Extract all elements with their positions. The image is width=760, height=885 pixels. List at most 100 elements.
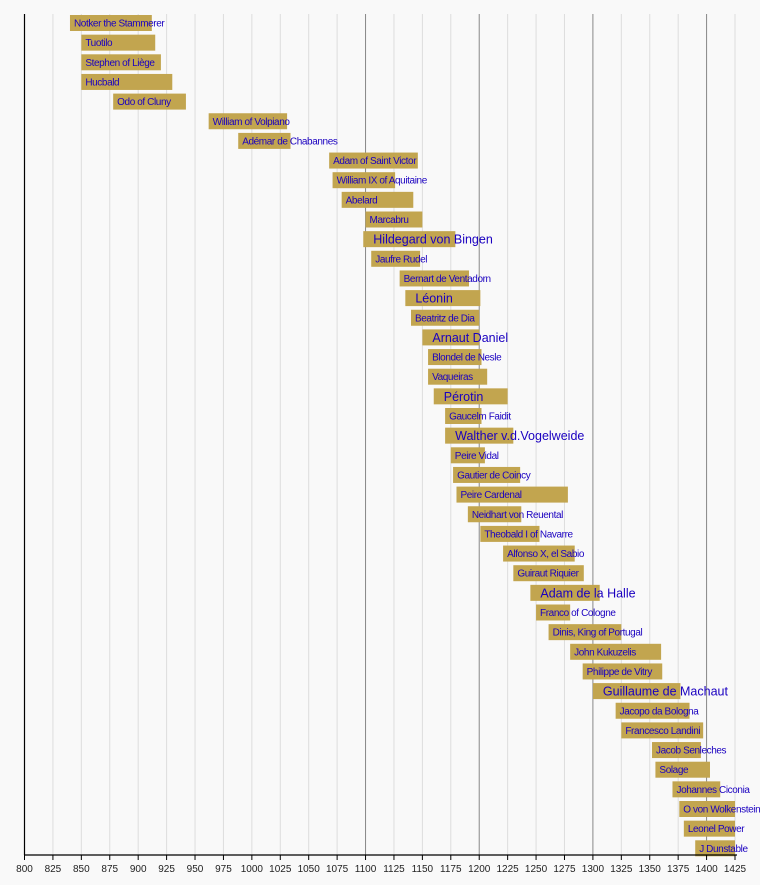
timeline-row: Walther v.d.Vogelweide — [445, 427, 584, 444]
x-tick-label: 1400 — [695, 864, 718, 875]
timeline-label: Philippe de Vitry — [587, 667, 653, 678]
timeline-bar — [570, 643, 662, 660]
timeline-row: Guillaume de Machaut — [592, 683, 728, 700]
timeline-label: Jacob Senleches — [656, 746, 727, 757]
timeline-label: Leonel Power — [688, 824, 745, 835]
timeline-label: Alfonso X, el Sabio — [507, 549, 585, 560]
timeline-label: Arnaut Daniel — [432, 331, 508, 345]
timeline-row: Pérotin — [433, 388, 508, 405]
timeline-row: Jacopo da Bologna — [615, 702, 700, 719]
bars: Notker the Stammerer Tuotilo Stephen of Li… — [69, 15, 760, 857]
timeline-bar — [81, 34, 156, 51]
x-tick-label: 800 — [16, 864, 33, 875]
timeline-row: Hildegard von Bingen — [363, 231, 493, 248]
timeline-row: Arnaut Daniel — [422, 329, 508, 346]
x-tick-label: 1275 — [553, 864, 576, 875]
timeline-bar — [655, 761, 710, 778]
timeline-bar — [683, 820, 735, 837]
timeline-label: Stephen of Liège — [85, 58, 155, 69]
timeline-label: Jacopo da Bologna — [620, 706, 700, 717]
x-tick-label: 1375 — [667, 864, 690, 875]
timeline-bar — [69, 15, 152, 31]
timeline-row: Francesco Landini — [621, 722, 704, 739]
timeline-label: Notker the Stammerer — [74, 19, 165, 30]
timeline-label: Odo of Cluny — [117, 97, 171, 108]
timeline-bar — [503, 545, 575, 562]
timeline-bar — [621, 722, 704, 739]
timeline-bar — [652, 742, 701, 759]
timeline-bar — [456, 486, 568, 503]
timeline-label: Marcabru — [370, 215, 409, 226]
timeline-bar — [341, 191, 414, 208]
timeline-bar — [453, 466, 521, 483]
timeline-row: Stephen of Liège — [81, 54, 161, 71]
x-tick-label: 1075 — [326, 864, 349, 875]
timeline-row: Johannes Ciconia — [672, 781, 751, 798]
timeline-bar — [433, 388, 508, 405]
x-tick-label: 1225 — [497, 864, 520, 875]
timeline-bar — [428, 368, 488, 385]
x-tick-label: 1300 — [582, 864, 605, 875]
timeline-label: Francesco Landini — [625, 726, 700, 737]
timeline-label: Peire Cardenal — [460, 490, 521, 501]
timeline-label: Gaucelm Faidit — [449, 412, 511, 423]
timeline-row: Philippe de Vitry — [582, 663, 663, 680]
timeline-bar — [536, 604, 571, 621]
timeline-label: Neidhart von Reuental — [472, 510, 563, 521]
timeline-row: Adam of Saint Victor — [329, 152, 418, 169]
timeline-row: Odo of Cluny — [113, 93, 186, 110]
x-tick-label: 1050 — [298, 864, 321, 875]
timeline-label: Hildegard von Bingen — [373, 233, 493, 247]
timeline-label: Blondel de Nesle — [432, 353, 502, 364]
timeline-label: Léonin — [415, 292, 453, 306]
timeline-label: Jaufre Rudel — [375, 254, 427, 265]
timeline-row: Tuotilo — [81, 34, 156, 51]
x-tick-label: 1200 — [468, 864, 491, 875]
timeline-bar — [332, 172, 396, 189]
timeline-bar — [365, 211, 423, 228]
timeline-row: Hucbald — [81, 73, 173, 90]
x-tick-label: 975 — [215, 864, 232, 875]
timeline-row: Gautier de Coincy — [453, 466, 531, 483]
timeline-row: Alfonso X, el Sabio — [503, 545, 585, 562]
timeline-bar — [615, 702, 690, 719]
timeline-bar — [548, 624, 622, 641]
timeline-label: Solage — [659, 765, 689, 776]
timeline-label: Dinis, King of Portugal — [553, 628, 643, 639]
timeline-bar — [428, 349, 482, 366]
x-tick-label: 825 — [45, 864, 62, 875]
timeline-label: Theobald I of Navarre — [484, 529, 573, 540]
timeline-row: Bernart de Ventadorn — [399, 270, 491, 287]
timeline-bar — [411, 309, 480, 326]
timeline-bar — [238, 132, 291, 149]
timeline-label: Tuotilo — [85, 38, 113, 49]
timeline-label: Walther v.d.Vogelweide — [455, 429, 584, 443]
timeline-row: J Dunstable — [695, 840, 749, 857]
timeline-bar — [371, 250, 421, 267]
timeline-label: Abelard — [346, 195, 378, 206]
timeline-row: Dinis, King of Portugal — [548, 624, 643, 641]
timeline-bar — [81, 54, 161, 71]
x-tick-label: 950 — [187, 864, 204, 875]
timeline-row: Peire Cardenal — [456, 486, 568, 503]
timeline-label: Pérotin — [444, 390, 484, 404]
timeline-bar — [113, 93, 186, 110]
timeline-label: Guiraut Riquier — [517, 569, 579, 580]
timeline-bar — [672, 781, 721, 798]
timeline-bar — [405, 290, 481, 307]
timeline-label: John Kukuzelis — [574, 647, 636, 658]
timeline-row: Gaucelm Faidit — [445, 408, 512, 424]
timeline-bar — [450, 447, 485, 464]
timeline-row: O von Wolkenstein — [679, 801, 760, 817]
timeline-bar — [422, 329, 480, 346]
timeline-bar — [530, 584, 600, 601]
timeline-bar — [445, 427, 514, 444]
timeline-label: J Dunstable — [699, 844, 748, 855]
timeline-bar — [81, 73, 173, 90]
timeline-row: Beatritz de Dia — [411, 309, 480, 326]
timeline-label: Adam of Saint Victor — [333, 156, 417, 167]
timeline-label: Adam de la Halle — [540, 586, 635, 600]
timeline-row: William of Volpiano — [208, 113, 291, 130]
